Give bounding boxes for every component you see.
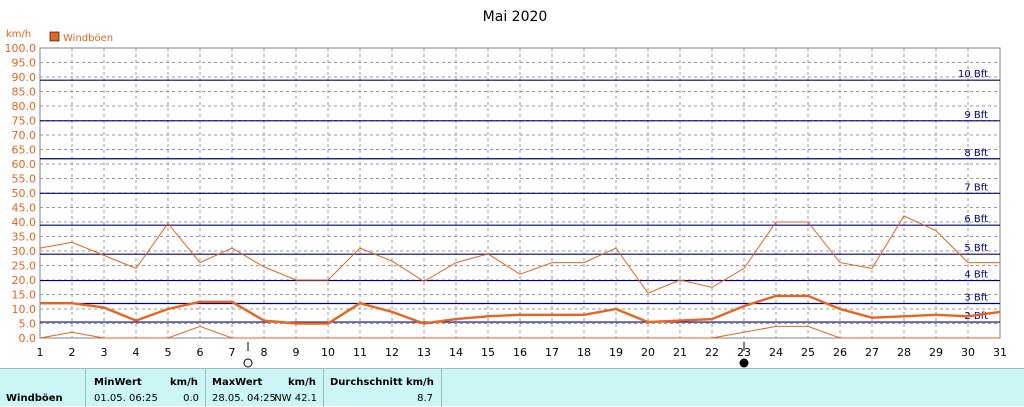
y-tick-label: 10.0	[12, 303, 37, 316]
stats-max-cell: MaxWert km/h 28.05. 04:25 NW 42.1	[206, 369, 324, 407]
y-tick-label: 80.0	[12, 100, 37, 113]
x-tick-label: 21	[673, 346, 687, 359]
x-tick-label: 8	[261, 346, 268, 359]
legend-swatch	[49, 31, 60, 42]
beaufort-label: 3 Bft	[964, 292, 988, 303]
x-tick-label: 24	[769, 346, 783, 359]
x-tick-label: 16	[513, 346, 527, 359]
x-tick-label: 20	[641, 346, 655, 359]
stats-min-unit: km/h	[170, 377, 198, 388]
stats-min-header: MinWert	[94, 377, 142, 388]
x-tick-label: 18	[577, 346, 591, 359]
stats-series-cell: Windböen	[0, 369, 86, 407]
x-tick-label: 9	[293, 346, 300, 359]
series-line-average	[40, 294, 1001, 325]
beaufort-label: 9 Bft	[964, 110, 988, 121]
stats-max-datetime: 28.05. 04:25	[212, 393, 276, 404]
x-tick-label: 26	[833, 346, 847, 359]
y-tick-label: 95.0	[12, 57, 37, 70]
chart-title: Mai 2020	[483, 9, 548, 25]
y-axis-label: km/h	[6, 29, 31, 40]
x-tick-label: 23	[737, 346, 751, 359]
y-tick-label: 65.0	[12, 144, 37, 157]
x-tick-label: 11	[353, 346, 367, 359]
y-tick-label: 30.0	[12, 245, 37, 258]
beaufort-label: 10 Bft	[958, 69, 988, 80]
x-tick-label: 30	[961, 346, 975, 359]
x-tick-label: 14	[449, 346, 463, 359]
x-tick-label: 15	[481, 346, 495, 359]
x-tick-label: 4	[133, 346, 140, 359]
y-tick-label: 20.0	[12, 274, 37, 287]
wind-gust-chart: Mai 2020 km/h Windböen 0.05.0 10.015.0 20.…	[5, 9, 1007, 368]
x-tick-label: 12	[385, 346, 399, 359]
stats-min-value: 0.0	[183, 393, 199, 404]
statistics-bar: Windböen MinWert km/h 01.05. 06:25 0.0 M…	[0, 368, 1024, 407]
x-tick-label: 28	[897, 346, 911, 359]
stats-min-datetime: 01.05. 06:25	[94, 393, 158, 404]
y-tick-label: 50.0	[12, 187, 37, 200]
x-tick-label: 10	[321, 346, 335, 359]
x-tick-label: 2	[69, 346, 76, 359]
x-tick-label: 22	[705, 346, 719, 359]
x-tick-label: 13	[417, 346, 431, 359]
stats-average-value: 8.7	[417, 393, 433, 404]
y-tick-label: 75.0	[12, 115, 37, 128]
y-tick-label: 70.0	[12, 129, 37, 142]
x-tick-label: 6	[197, 346, 204, 359]
stats-max-header: MaxWert	[212, 377, 263, 388]
y-tick-label: 45.0	[12, 202, 37, 215]
x-tick-label: 31	[993, 346, 1007, 359]
y-tick-label: 40.0	[12, 216, 37, 229]
y-tick-label: 85.0	[12, 86, 37, 99]
x-tick-label: 27	[865, 346, 879, 359]
x-tick-label: 1	[37, 346, 44, 359]
x-tick-label: 7	[229, 346, 236, 359]
y-tick-label: 15.0	[12, 289, 37, 302]
series-line-min	[39, 325, 1000, 339]
y-tick-label: 25.0	[12, 260, 37, 273]
x-tick-label: 25	[801, 346, 815, 359]
beaufort-label: 7 Bft	[964, 182, 988, 193]
full-moon-icon	[243, 358, 253, 368]
beaufort-label: 8 Bft	[964, 148, 988, 159]
beaufort-label: 2 Bft	[964, 311, 988, 322]
series-line-max	[39, 215, 1000, 294]
stats-min-cell: MinWert km/h 01.05. 06:25 0.0	[86, 369, 206, 407]
y-tick-label: 55.0	[12, 173, 37, 186]
y-tick-label: 35.0	[12, 231, 37, 244]
legend-label: Windböen	[63, 33, 113, 44]
stats-average-cell: Durchschnitt km/h 8.7	[324, 369, 442, 407]
x-tick-label: 19	[609, 346, 623, 359]
beaufort-label: 6 Bft	[964, 214, 988, 225]
y-tick-label: 0.0	[19, 332, 37, 345]
x-tick-label: 29	[929, 346, 943, 359]
beaufort-label: 5 Bft	[964, 243, 988, 254]
beaufort-label: 4 Bft	[964, 270, 988, 281]
x-tick-label: 3	[101, 346, 108, 359]
x-tick-label: 5	[165, 346, 172, 359]
stats-max-unit: km/h	[288, 377, 316, 388]
stats-max-value: NW 42.1	[274, 393, 317, 404]
y-tick-label: 60.0	[12, 158, 37, 171]
y-tick-label: 100.0	[5, 42, 37, 55]
stats-series-label: Windböen	[6, 393, 63, 404]
y-tick-label: 90.0	[12, 71, 37, 84]
y-tick-label: 5.0	[19, 318, 37, 331]
new-moon-icon	[739, 358, 749, 368]
stats-average-header: Durchschnitt km/h	[330, 377, 434, 388]
x-tick-label: 17	[545, 346, 559, 359]
